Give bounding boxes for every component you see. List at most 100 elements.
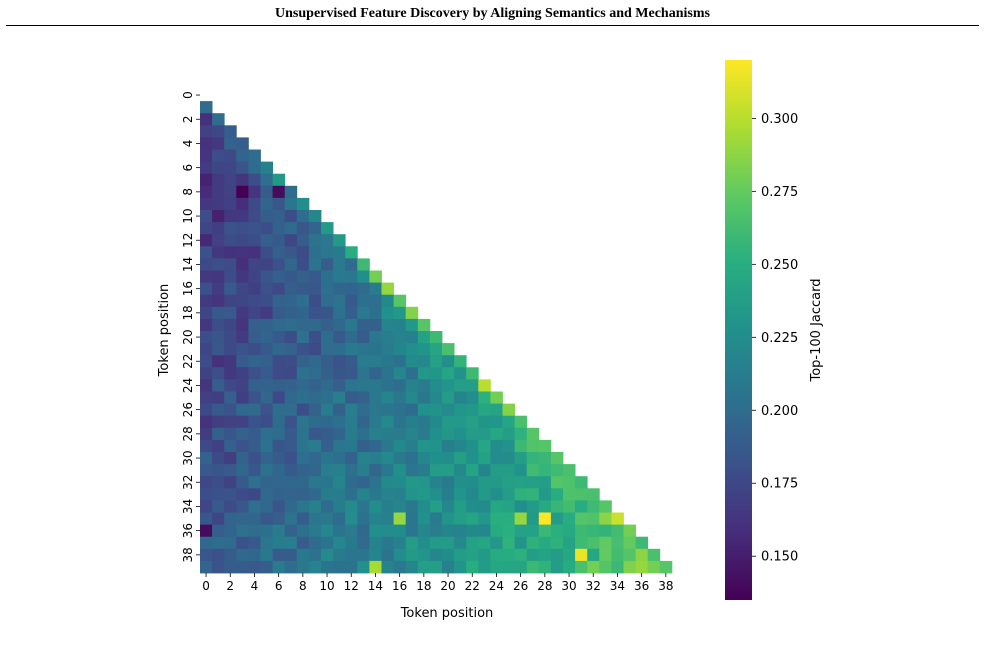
heatmap-cell — [538, 439, 552, 453]
heatmap-cell — [393, 391, 407, 404]
heatmap-cell — [236, 536, 249, 550]
heatmap-cell — [369, 476, 382, 489]
heatmap-cell — [369, 294, 382, 308]
heatmap-cell — [405, 318, 419, 332]
heatmap-cell — [224, 452, 237, 465]
heatmap-cell — [248, 343, 261, 356]
heatmap-cell — [296, 560, 310, 574]
heatmap-cell — [284, 403, 298, 417]
heatmap-cell — [442, 548, 455, 562]
heatmap-cell — [417, 427, 431, 441]
heatmap-cell — [526, 476, 540, 489]
heatmap-cell — [308, 403, 322, 417]
heatmap-cell — [381, 343, 394, 356]
heatmap-cell — [212, 161, 225, 175]
colorbar-tick-label: 0.150 — [761, 550, 798, 565]
heatmap-cell — [321, 415, 334, 429]
heatmap-cell — [224, 161, 237, 175]
heatmap-cell — [417, 439, 431, 453]
heatmap-cell — [224, 488, 237, 501]
heatmap-cell — [454, 415, 467, 429]
heatmap-cell — [417, 476, 431, 489]
heatmap-cell — [200, 318, 213, 332]
heatmap-cell — [454, 512, 467, 525]
heatmap-cell — [308, 560, 322, 574]
heatmap-cell — [393, 294, 407, 308]
heatmap-cell — [296, 452, 310, 465]
heatmap-cell — [212, 367, 225, 380]
heatmap-cell — [429, 512, 443, 525]
heatmap-cell — [296, 306, 310, 320]
x-tick-label: 28 — [537, 579, 552, 593]
heatmap-cell — [284, 331, 298, 344]
heatmap-cell — [417, 512, 431, 525]
heatmap-cell — [224, 197, 237, 211]
heatmap-cell — [526, 560, 540, 574]
heatmap-cell — [490, 391, 503, 404]
heatmap-cell — [236, 452, 249, 465]
y-tick-label: 32 — [181, 475, 195, 490]
heatmap-cell — [442, 512, 455, 525]
heatmap-cell — [224, 343, 237, 356]
heatmap-cell — [599, 512, 612, 525]
heatmap-cell — [381, 318, 394, 332]
heatmap-cell — [563, 488, 576, 501]
heatmap-cell — [526, 488, 540, 501]
heatmap-cell — [635, 548, 649, 562]
heatmap-cell — [248, 173, 261, 187]
heatmap-cell — [405, 355, 419, 368]
heatmap-cell — [321, 282, 334, 296]
heatmap-cell — [381, 294, 394, 308]
colorbar-tick-label: 0.175 — [761, 477, 798, 492]
heatmap-cell — [393, 524, 407, 538]
heatmap-cell — [200, 500, 213, 513]
heatmap-cell — [369, 343, 382, 356]
heatmap-cell — [308, 524, 322, 538]
heatmap-cell — [200, 367, 213, 380]
heatmap-cell — [345, 270, 358, 283]
heatmap-cell — [381, 452, 394, 465]
heatmap-cell — [478, 403, 491, 417]
heatmap-cell — [417, 500, 431, 513]
colorbar-tick-label: 0.225 — [761, 331, 798, 346]
heatmap-cell — [284, 488, 298, 501]
heatmap-cell — [260, 464, 273, 477]
heatmap-cell — [308, 294, 322, 308]
heatmap-cell — [284, 367, 298, 380]
heatmap-cell — [321, 246, 334, 259]
heatmap-cell — [284, 560, 298, 574]
heatmap-cell — [224, 464, 237, 477]
heatmap-cell — [236, 149, 249, 162]
heatmap-cell — [272, 536, 286, 550]
heatmap-cell — [200, 355, 213, 368]
heatmap-cell — [260, 536, 273, 550]
heatmap-cell — [321, 318, 334, 332]
x-tick-label: 36 — [634, 579, 649, 593]
heatmap-cell — [260, 403, 273, 417]
heatmap-cell — [478, 439, 491, 453]
heatmap-cell — [538, 524, 552, 538]
heatmap-cell — [212, 464, 225, 477]
heatmap-cell — [212, 500, 225, 513]
heatmap-cell — [550, 512, 564, 525]
heatmap-cell — [405, 427, 419, 441]
heatmap-cell — [333, 343, 346, 356]
heatmap-cell — [454, 355, 467, 368]
heatmap-cell — [466, 367, 479, 380]
heatmap-cell — [417, 536, 431, 550]
heatmap-cell — [357, 500, 370, 513]
heatmap-cell — [454, 560, 467, 574]
heatmap-cell — [248, 197, 261, 211]
heatmap-cell — [514, 500, 528, 513]
heatmap-cell — [345, 379, 358, 392]
heatmap-cell — [393, 379, 407, 392]
heatmap-cell — [381, 391, 394, 404]
heatmap-cell — [369, 403, 382, 417]
heatmap-cell — [345, 367, 358, 380]
heatmap-cell — [260, 476, 273, 489]
heatmap-cell — [321, 379, 334, 392]
heatmap-cell — [200, 113, 213, 126]
heatmap-cell — [357, 343, 370, 356]
heatmap-cell — [611, 548, 624, 562]
